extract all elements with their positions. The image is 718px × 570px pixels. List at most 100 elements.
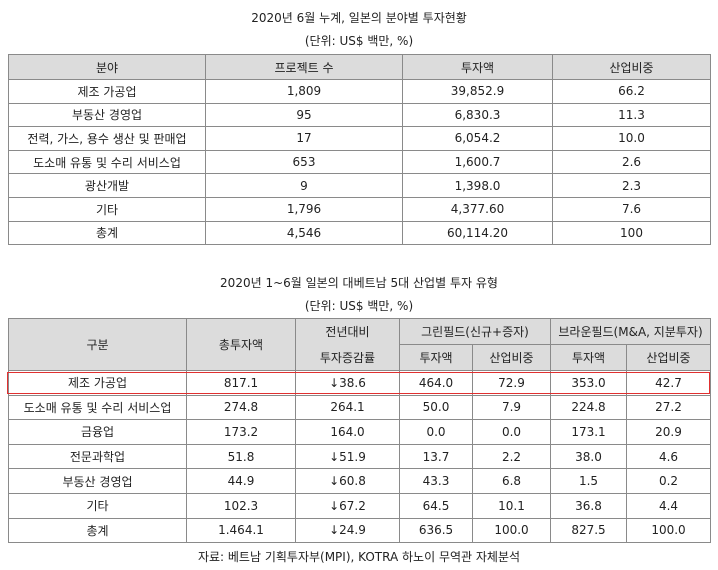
cell: 전력, 가스, 용수 생산 및 판매업	[8, 126, 206, 151]
col-brownfield-amount: 투자액	[550, 344, 627, 371]
col-brownfield: 브라운필드(M&A, 지분투자)	[550, 318, 711, 345]
cell: 6,830.3	[402, 102, 553, 128]
table2-subheader-row: 투자증감률 투자액 산업비중 투자액 산업비중	[9, 344, 711, 371]
cell: 13.7	[399, 443, 473, 470]
cell: 464.0	[399, 370, 473, 396]
cell: 224.8	[550, 394, 627, 421]
cell: ↓60.8	[295, 468, 400, 494]
col-greenfield-share: 산업비중	[472, 344, 551, 371]
table2-title: 2020년 1~6월 일본의 대베트남 5대 산업별 투자 유형	[220, 276, 498, 290]
cell: 2.2	[472, 443, 551, 470]
table2-unit: (단위: US$ 백만, %)	[304, 299, 414, 313]
sector-investment-table: 분야 프로젝트 수 투자액 산업비중 제조 가공업 1,809 39,852.9…	[8, 54, 711, 246]
col-projects: 프로젝트 수	[205, 54, 403, 80]
cell: 7.9	[472, 394, 551, 421]
col-investment: 투자액	[402, 54, 553, 80]
cell: 7.6	[552, 196, 711, 222]
cell: ↓24.9	[295, 517, 400, 544]
col-category: 구분	[8, 318, 187, 371]
cell: 164.0	[295, 419, 400, 445]
cell: 2.6	[552, 149, 711, 175]
table-row: 전력, 가스, 용수 생산 및 판매업 17 6,054.2 10.0	[8, 126, 711, 151]
cell: 4.4	[626, 492, 711, 519]
cell: 39,852.9	[402, 79, 553, 104]
cell: 10.1	[472, 492, 551, 519]
cell: 1.5	[550, 468, 627, 494]
table-row: 부동산 경영업 44.9 ↓60.8 43.3 6.8 1.5 0.2	[8, 468, 711, 494]
cell: 38.0	[550, 443, 627, 470]
table-row: 제조 가공업 1,809 39,852.9 66.2	[8, 79, 711, 104]
cell: 102.3	[186, 492, 296, 519]
cell: 353.0	[550, 370, 627, 396]
cell: 부동산 경영업	[8, 102, 206, 128]
cell: 43.3	[399, 468, 473, 494]
cell: 264.1	[295, 394, 400, 421]
cell: 총계	[8, 517, 187, 544]
cell: 0.2	[626, 468, 711, 494]
cell: 173.1	[550, 419, 627, 445]
cell: 11.3	[552, 102, 711, 128]
table-row: 기타 1,796 4,377.60 7.6	[8, 196, 711, 222]
col-share: 산업비중	[552, 54, 711, 80]
cell: 1,809	[205, 79, 403, 104]
cell: 60,114.20	[402, 220, 553, 246]
table-row: 제조 가공업 817.1 ↓38.6 464.0 72.9 353.0 42.7	[8, 370, 711, 396]
cell: 도소매 유통 및 수리 서비스업	[8, 394, 187, 421]
cell: 1,796	[205, 196, 403, 222]
cell: 100.0	[472, 517, 551, 544]
table-row: 도소매 유통 및 수리 서비스업 653 1,600.7 2.6	[8, 149, 711, 175]
cell: 817.1	[186, 370, 296, 396]
col-greenfield-amount: 투자액	[399, 344, 473, 371]
table-row: 도소매 유통 및 수리 서비스업 274.8 264.1 50.0 7.9 22…	[8, 394, 711, 421]
investment-type-table: 구분 총투자액 전년대비 그린필드(신규+증자) 브라운필드(M&A, 지분투자…	[8, 318, 711, 544]
table-row: 광산개발 9 1,398.0 2.3	[8, 173, 711, 198]
cell: 광산개발	[8, 173, 206, 198]
table-row-total: 총계 4,546 60,114.20 100	[8, 220, 711, 246]
col-yoy-line2: 투자증감률	[295, 344, 400, 371]
table-row: 부동산 경영업 95 6,830.3 11.3	[8, 102, 711, 128]
table-row: 금융업 173.2 164.0 0.0 0.0 173.1 20.9	[8, 419, 711, 445]
cell: 기타	[8, 196, 206, 222]
cell: 전문과학업	[8, 443, 187, 470]
cell: 653	[205, 149, 403, 175]
col-brownfield-share: 산업비중	[626, 344, 711, 371]
cell: 6.8	[472, 468, 551, 494]
cell: 17	[205, 126, 403, 151]
cell: 제조 가공업	[8, 370, 187, 396]
cell: 173.2	[186, 419, 296, 445]
cell: 827.5	[550, 517, 627, 544]
cell: 제조 가공업	[8, 79, 206, 104]
cell: 1,398.0	[402, 173, 553, 198]
table-row: 전문과학업 51.8 ↓51.9 13.7 2.2 38.0 4.6	[8, 443, 711, 470]
col-sector: 분야	[8, 54, 206, 80]
cell: 0.0	[472, 419, 551, 445]
col-total: 총투자액	[186, 318, 296, 371]
source-note: 자료: 베트남 기획투자부(MPI), KOTRA 하노이 무역관 자체분석	[197, 550, 521, 564]
table2-header-row: 구분 총투자액 전년대비 그린필드(신규+증자) 브라운필드(M&A, 지분투자…	[8, 318, 711, 371]
table1-header-row: 분야 프로젝트 수 투자액 산업비중	[8, 54, 711, 80]
cell: 66.2	[552, 79, 711, 104]
cell: 4.6	[626, 443, 711, 470]
cell: 36.8	[550, 492, 627, 519]
table-row-total: 총계 1.464.1 ↓24.9 636.5 100.0 827.5 100.0	[8, 517, 711, 544]
cell: 6,054.2	[402, 126, 553, 151]
table-row: 기타 102.3 ↓67.2 64.5 10.1 36.8 4.4	[8, 492, 711, 519]
cell: 100	[552, 220, 711, 246]
cell: 72.9	[472, 370, 551, 396]
cell: 4,546	[205, 220, 403, 246]
cell: 9	[205, 173, 403, 198]
cell: 4,377.60	[402, 196, 553, 222]
cell: 금융업	[8, 419, 187, 445]
cell: 10.0	[552, 126, 711, 151]
cell: 기타	[8, 492, 187, 519]
cell: 2.3	[552, 173, 711, 198]
table1-title: 2020년 6월 누계, 일본의 분야별 투자현황	[251, 11, 467, 25]
cell: 0.0	[399, 419, 473, 445]
cell: 95	[205, 102, 403, 128]
cell: 27.2	[626, 394, 711, 421]
cell: 총계	[8, 220, 206, 246]
cell: 1,600.7	[402, 149, 553, 175]
cell: ↓38.6	[295, 370, 400, 396]
cell: 636.5	[399, 517, 473, 544]
cell: 도소매 유통 및 수리 서비스업	[8, 149, 206, 175]
